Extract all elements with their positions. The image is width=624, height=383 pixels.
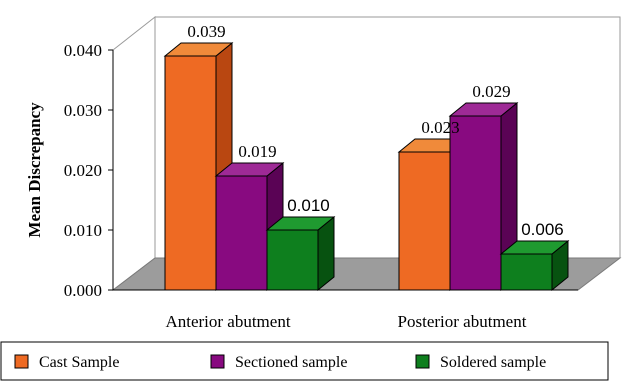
legend-item: Soldered sample — [415, 354, 546, 371]
x-category-label: Anterior abutment — [165, 312, 290, 331]
legend-swatch — [14, 354, 29, 369]
bar-value-label: 0.010 — [287, 196, 330, 215]
bar — [448, 101, 519, 292]
legend-swatch — [210, 354, 225, 369]
legend-label: Soldered sample — [440, 354, 546, 371]
bar-value-label: 0.023 — [421, 118, 459, 137]
legend-items: Cast Sample Sectioned sample Soldered samp… — [14, 354, 546, 371]
bar-front — [164, 55, 217, 291]
bar-value-label: 0.019 — [238, 142, 276, 161]
bar-front — [266, 229, 319, 291]
bars-group: 0.039 0.019 0.010 0.023 0.029 0.006 — [163, 22, 570, 292]
y-tick-label: 0.020 — [64, 161, 102, 180]
legend-label: Sectioned sample — [235, 354, 347, 371]
legend-swatch — [415, 354, 430, 369]
y-axis-label: Mean Discrepancy — [25, 102, 44, 238]
bar-value-label: 0.006 — [521, 220, 564, 239]
y-tick-label: 0.030 — [64, 101, 102, 120]
x-labels: Anterior abutment Posterior abutment — [165, 312, 526, 331]
bar-value-label: 0.029 — [472, 82, 510, 101]
bar — [499, 239, 570, 292]
legend-label: Cast Sample — [39, 354, 119, 371]
y-tick-label: 0.000 — [64, 281, 102, 300]
bar-front — [449, 115, 502, 291]
legend-item: Cast Sample — [14, 354, 119, 371]
bar-value-label: 0.039 — [187, 22, 225, 41]
legend-item: Sectioned sample — [210, 354, 347, 371]
bar — [265, 215, 336, 292]
chart-side-wall — [112, 15, 156, 292]
y-ticks: 0.000 0.010 0.020 0.030 0.040 — [64, 41, 113, 300]
legend-box — [0, 341, 609, 381]
bar-front — [215, 175, 268, 291]
y-tick-label: 0.040 — [64, 41, 102, 60]
legend: Cast Sample Sectioned sample Soldered samp… — [0, 341, 609, 381]
bar-front — [500, 253, 553, 291]
y-tick-label: 0.010 — [64, 221, 102, 240]
x-category-label: Posterior abutment — [398, 312, 527, 331]
bar-front — [398, 151, 451, 291]
